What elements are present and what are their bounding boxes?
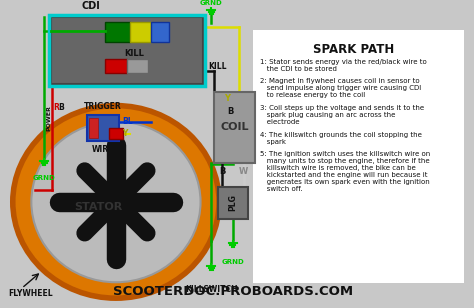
- Text: B: B: [219, 167, 225, 176]
- Text: FLYWHEEL: FLYWHEEL: [8, 289, 53, 298]
- Bar: [254, 30, 464, 283]
- Text: B: B: [228, 107, 234, 116]
- Bar: [127, 59, 148, 73]
- Text: GRND: GRND: [221, 259, 244, 265]
- Text: 2: Magnet in flywheel causes coil in sensor to
   send impulse along trigger wir: 2: Magnet in flywheel causes coil in sen…: [260, 78, 422, 98]
- Text: 5: The ignition switch uses the killswitch wire on
   many units to stop the eng: 5: The ignition switch uses the killswit…: [260, 151, 430, 192]
- Text: KILLSWITCH: KILLSWITCH: [185, 285, 237, 294]
- Text: KILL: KILL: [125, 49, 145, 58]
- Bar: [90, 118, 98, 138]
- Text: TRIGGER: TRIGGER: [84, 102, 122, 111]
- Text: 1: Stator sends energy via the red/black wire to
   the CDI to be stored: 1: Stator sends energy via the red/black…: [260, 59, 427, 72]
- Bar: [130, 22, 151, 42]
- Text: PLG: PLG: [228, 194, 237, 211]
- Text: 3: Coil steps up the voltage and sends it to the
   spark plug causing an arc ac: 3: Coil steps up the voltage and sends i…: [260, 105, 425, 125]
- Text: CDI: CDI: [81, 1, 100, 11]
- Text: GRND: GRND: [33, 175, 55, 181]
- Circle shape: [108, 194, 124, 210]
- Text: COIL: COIL: [220, 122, 249, 132]
- Bar: [105, 59, 127, 73]
- Text: Y: Y: [122, 129, 127, 138]
- Bar: [49, 15, 205, 86]
- Text: SCOOTERDOC.PROBOARDS.COM: SCOOTERDOC.PROBOARDS.COM: [113, 285, 353, 298]
- Ellipse shape: [31, 122, 201, 282]
- Text: WIRE: WIRE: [92, 145, 114, 154]
- Text: BL: BL: [122, 117, 132, 126]
- Text: Y: Y: [224, 94, 230, 103]
- Bar: [109, 128, 123, 140]
- Text: POWER: POWER: [46, 105, 52, 131]
- Bar: [151, 22, 169, 42]
- Text: SPARK PATH: SPARK PATH: [313, 43, 394, 56]
- Text: R: R: [53, 103, 59, 112]
- Bar: [51, 17, 203, 84]
- Text: 4: The killswitch grounds the coil stopping the
   spark: 4: The killswitch grounds the coil stopp…: [260, 132, 422, 145]
- Bar: [87, 116, 119, 141]
- Bar: [218, 187, 247, 219]
- Ellipse shape: [13, 106, 219, 298]
- Bar: [105, 22, 130, 42]
- Text: GRND: GRND: [200, 0, 223, 6]
- Text: KILL: KILL: [208, 62, 227, 71]
- Text: B: B: [58, 103, 64, 112]
- Text: W: W: [239, 167, 248, 176]
- Bar: [214, 92, 255, 163]
- Text: STATOR: STATOR: [74, 202, 122, 212]
